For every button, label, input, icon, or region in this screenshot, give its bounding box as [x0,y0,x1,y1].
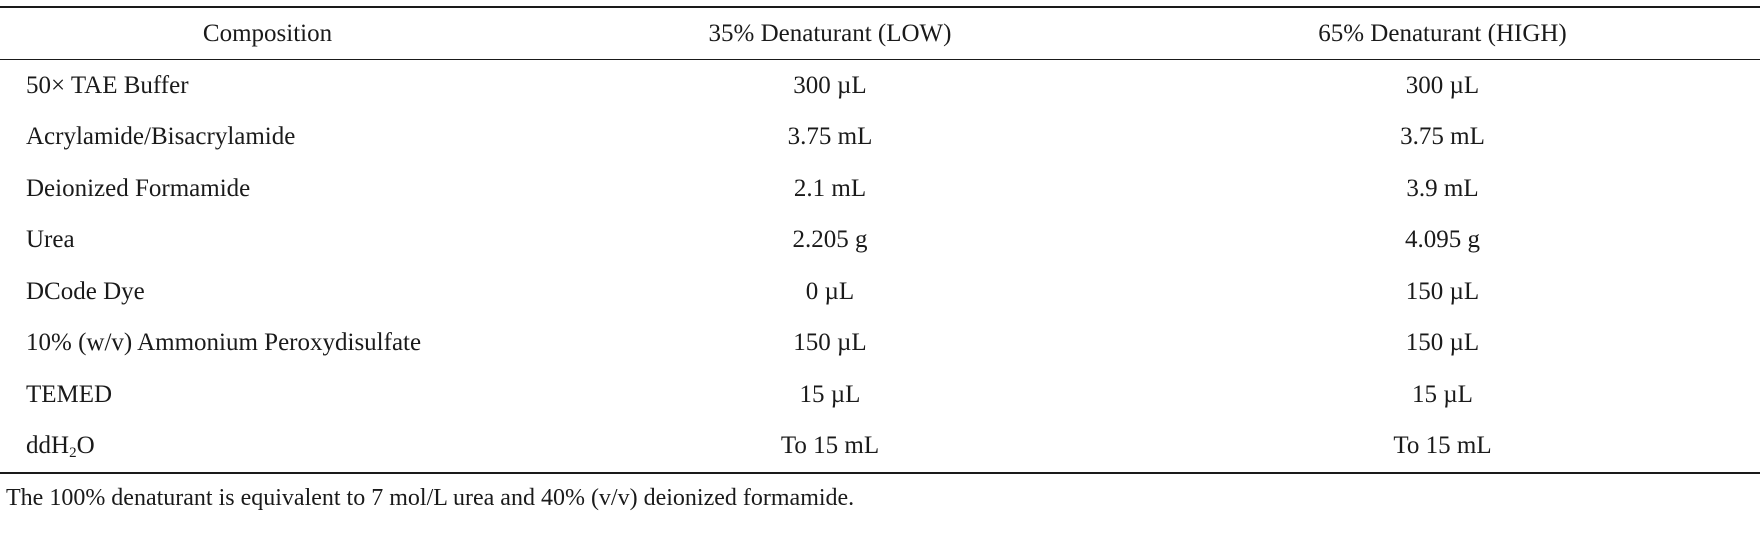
row-high-value: 150 µL [1405,329,1480,357]
table-row: Acrylamide/Bisacrylamide 3.75 mL 3.75 mL [0,112,1760,164]
row-name-subscript: 2 [69,445,77,462]
table-footnote: The 100% denaturant is equivalent to 7 m… [6,485,855,511]
row-name: TEMED [26,380,113,408]
row-low-value: To 15 mL [535,420,1125,474]
row-name: Deionized Formamide [26,174,251,202]
table-header-row: Composition 35% Denaturant (LOW) 65% Den… [0,6,1760,60]
composition-table: Composition 35% Denaturant (LOW) 65% Den… [0,6,1760,474]
table-row: 10% (w/v) Ammonium Peroxydisulfate 150 µ… [0,318,1760,370]
header-composition: Composition [0,6,535,60]
table-row: ddH2O To 15 mL To 15 mL [0,420,1760,474]
row-name-prefix: ddH [26,432,70,460]
row-name: 50× TAE Buffer [26,71,189,99]
row-low-value: 15 µL [799,380,861,408]
row-low-value: 2.1 mL [793,174,867,202]
table-row: DCode Dye 0 µL 150 µL [0,266,1760,318]
table-row: TEMED 15 µL 15 µL [0,369,1760,421]
row-low-value: 0 µL [805,277,855,305]
composition-table-container: Composition 35% Denaturant (LOW) 65% Den… [0,6,1760,474]
row-name: 10% (w/v) Ammonium Peroxydisulfate [26,329,422,357]
row-high-value: To 15 mL [1125,420,1760,474]
row-name: ddH2O [0,420,535,474]
row-low-value: 2.205 g [792,226,868,254]
table-row: Deionized Formamide 2.1 mL 3.9 mL [0,163,1760,215]
row-low-value: 150 µL [793,329,867,357]
row-low-value: 300 µL [793,71,867,99]
row-high-value: 150 µL [1405,277,1480,305]
row-name: DCode Dye [26,277,145,305]
row-high-value: 300 µL [1405,71,1480,99]
row-high-value: 3.9 mL [1406,174,1479,202]
row-name-suffix: O [76,432,95,460]
row-high-value: 15 µL [1412,380,1473,408]
header-low-denaturant: 35% Denaturant (LOW) [535,6,1125,60]
row-name: Acrylamide/Bisacrylamide [26,123,296,151]
table-row: Urea 2.205 g 4.095 g [0,215,1760,267]
table-row: 50× TAE Buffer 300 µL 300 µL [0,60,1760,112]
row-high-value: 4.095 g [1405,226,1480,254]
row-high-value: 3.75 mL [1400,123,1485,151]
row-name: Urea [26,226,75,254]
header-high-denaturant: 65% Denaturant (HIGH) [1125,6,1760,60]
row-low-value: 3.75 mL [787,123,873,151]
